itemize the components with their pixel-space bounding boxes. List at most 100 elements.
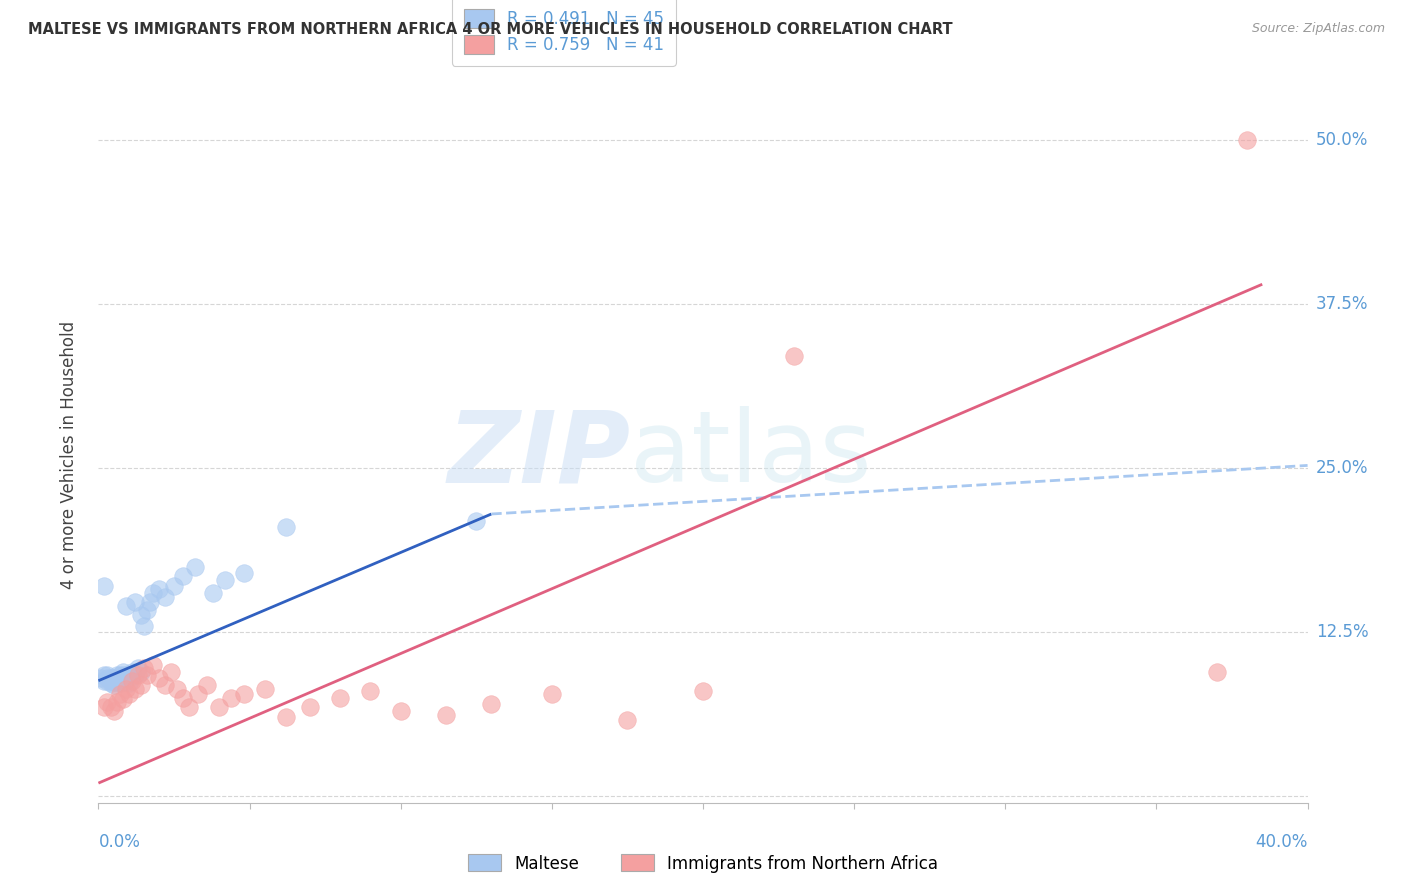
Point (221, 690, 243, 705)
Point (148, 582, 170, 596)
Point (132, 660, 155, 674)
Point (105, 671, 128, 685)
Point (329, 690, 352, 705)
Point (96, 695, 118, 709)
Point (195, 678, 218, 692)
Point (108, 668, 131, 682)
Point (96, 673, 118, 688)
Point (100, 671, 122, 685)
Point (129, 608, 152, 623)
Point (124, 595, 146, 609)
Point (90, 671, 112, 685)
Point (96, 671, 118, 685)
Point (142, 586, 165, 600)
Point (153, 678, 176, 692)
Point (93, 579, 115, 593)
Text: Source: ZipAtlas.com: Source: ZipAtlas.com (1251, 22, 1385, 36)
Point (434, 707, 457, 722)
Point (103, 671, 125, 685)
Point (100, 700, 122, 714)
Point (111, 671, 134, 685)
Point (114, 673, 136, 688)
Point (100, 673, 122, 688)
Point (135, 668, 157, 682)
Point (481, 698, 503, 712)
Point (299, 700, 322, 714)
Point (187, 687, 209, 701)
Point (121, 665, 143, 679)
Point (124, 681, 146, 696)
Point (121, 673, 143, 688)
Text: 0.0%: 0.0% (98, 833, 141, 851)
Point (135, 603, 157, 617)
Point (118, 668, 141, 682)
Point (118, 671, 141, 685)
Point (253, 681, 276, 696)
Point (1206, 665, 1229, 679)
Point (172, 690, 194, 705)
Text: 50.0%: 50.0% (1316, 131, 1368, 149)
Point (172, 568, 194, 582)
Point (232, 566, 254, 580)
Point (93, 700, 115, 714)
Point (108, 676, 131, 690)
Point (114, 681, 136, 696)
Point (96, 668, 118, 682)
Point (103, 675, 125, 690)
Point (208, 700, 231, 714)
Point (782, 350, 804, 364)
Point (142, 657, 165, 672)
Point (616, 713, 638, 727)
Point (111, 668, 134, 682)
Point (103, 678, 125, 692)
Point (127, 660, 149, 674)
Point (148, 671, 170, 685)
Point (105, 673, 128, 688)
Point (100, 676, 122, 690)
Point (153, 590, 176, 604)
Point (465, 514, 488, 528)
Point (274, 520, 297, 534)
Point (129, 665, 152, 679)
Point (114, 668, 136, 682)
Point (127, 668, 149, 682)
Point (114, 599, 136, 613)
Text: 25.0%: 25.0% (1316, 459, 1368, 477)
Text: MALTESE VS IMMIGRANTS FROM NORTHERN AFRICA 4 OR MORE VEHICLES IN HOUSEHOLD CORRE: MALTESE VS IMMIGRANTS FROM NORTHERN AFRI… (28, 22, 953, 37)
Text: 40.0%: 40.0% (1256, 833, 1308, 851)
Point (232, 687, 254, 701)
Point (93, 668, 115, 682)
Point (111, 665, 134, 679)
Point (132, 618, 155, 632)
Point (105, 695, 128, 709)
Point (166, 681, 188, 696)
Point (202, 586, 225, 600)
Point (124, 668, 146, 682)
Legend: Maltese, Immigrants from Northern Africa: Maltese, Immigrants from Northern Africa (461, 847, 945, 880)
Point (540, 687, 562, 701)
Point (139, 595, 162, 609)
Point (108, 687, 131, 701)
Point (111, 692, 134, 706)
Point (692, 684, 714, 698)
Point (184, 559, 207, 574)
Point (105, 668, 128, 682)
Point (103, 704, 125, 718)
Point (389, 704, 412, 718)
Point (177, 700, 201, 714)
Point (1236, 133, 1258, 147)
Point (274, 710, 297, 724)
Point (129, 678, 152, 692)
Point (360, 684, 382, 698)
Legend: R = 0.491   N = 45, R = 0.759   N = 41: R = 0.491 N = 45, R = 0.759 N = 41 (453, 0, 676, 66)
Point (214, 573, 236, 587)
Text: ZIP: ZIP (447, 407, 630, 503)
Text: atlas: atlas (630, 407, 872, 503)
Text: 12.5%: 12.5% (1316, 624, 1368, 641)
Point (118, 687, 141, 701)
Text: 37.5%: 37.5% (1316, 295, 1368, 313)
Point (118, 676, 141, 690)
Point (121, 668, 143, 682)
Y-axis label: 4 or more Vehicles in Household: 4 or more Vehicles in Household (59, 321, 77, 589)
Point (160, 665, 183, 679)
